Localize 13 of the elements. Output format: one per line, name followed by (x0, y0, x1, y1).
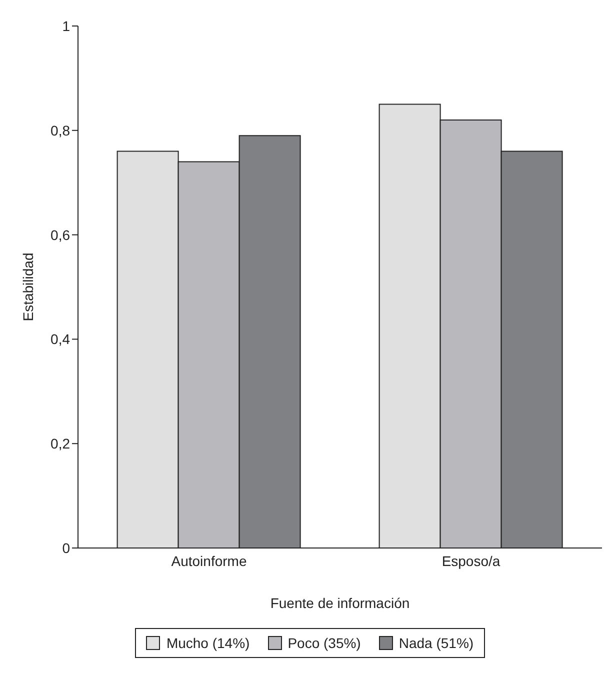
y-tick-label: 0,4 (50, 331, 70, 348)
y-tick-label: 0,6 (50, 226, 70, 243)
legend-label: Nada (51%) (398, 635, 474, 651)
x-axis-title: Fuente de información (270, 595, 410, 611)
y-tick-label: 0 (62, 540, 70, 556)
x-tick-label: Autoinforme (171, 552, 247, 569)
legend-label: Mucho (14%) (165, 635, 250, 651)
y-tick-label: 0,2 (50, 436, 70, 452)
y-axis-title: Estabilidad (20, 252, 36, 322)
y-tick-label: 1 (62, 18, 70, 34)
x-tick-label: Esposo/a (442, 552, 500, 569)
y-tick-label: 0,8 (50, 122, 70, 138)
legend-label: Poco (35%) (286, 635, 361, 651)
